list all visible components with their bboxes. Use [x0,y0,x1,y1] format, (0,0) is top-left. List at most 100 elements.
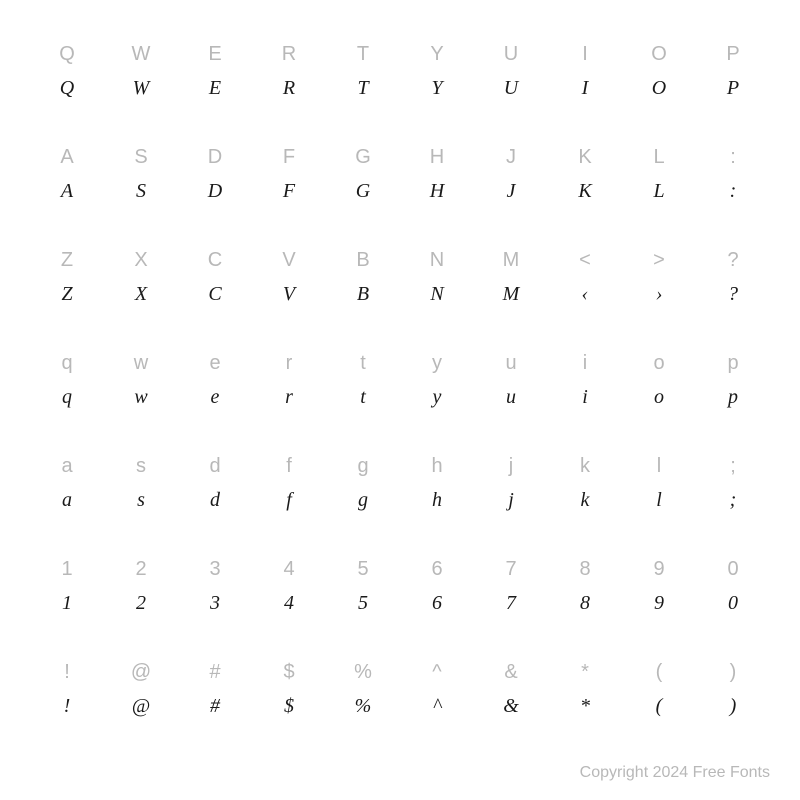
char-cell: UU [474,20,548,123]
sample-character: › [656,284,663,304]
char-cell: qq [30,329,104,432]
sample-character: r [285,387,293,407]
char-cell: dd [178,431,252,534]
reference-character: K [578,147,591,167]
reference-character: N [430,250,444,270]
reference-character: a [61,456,72,476]
sample-character: i [582,387,588,407]
sample-character: e [211,387,220,407]
char-cell: pp [696,329,770,432]
sample-character: * [580,696,590,716]
char-cell: @@ [104,637,178,740]
sample-character: 4 [284,593,294,613]
char-cell: 77 [474,534,548,637]
reference-character: h [431,456,442,476]
reference-character: 9 [653,559,664,579]
sample-character: K [578,181,591,201]
reference-character: : [730,147,736,167]
reference-character: G [355,147,371,167]
char-cell: OO [622,20,696,123]
sample-character: 3 [210,593,220,613]
reference-character: k [580,456,590,476]
reference-character: > [653,250,665,270]
reference-character: < [579,250,591,270]
char-cell: SS [104,123,178,226]
sample-character: 1 [62,593,72,613]
sample-character: S [136,181,146,201]
sample-character: T [357,78,368,98]
sample-character: Q [60,78,74,98]
char-cell: ll [622,431,696,534]
reference-character: w [134,353,148,373]
sample-character: 8 [580,593,590,613]
char-cell: XX [104,226,178,329]
reference-character: B [356,250,369,270]
sample-character: E [209,78,221,98]
char-cell: <‹ [548,226,622,329]
char-cell: BB [326,226,400,329]
char-cell: $$ [252,637,326,740]
copyright-text: Copyright 2024 Free Fonts [580,764,770,782]
char-cell: AA [30,123,104,226]
sample-character: U [504,78,518,98]
sample-character: R [283,78,295,98]
sample-character: ? [728,284,738,304]
reference-character: g [357,456,368,476]
char-cell: uu [474,329,548,432]
sample-character: J [507,181,516,201]
reference-character: ^ [432,662,441,682]
sample-character: W [133,78,150,98]
char-cell: KK [548,123,622,226]
char-cell: 55 [326,534,400,637]
sample-character: 0 [728,593,738,613]
char-cell: LL [622,123,696,226]
reference-character: Q [59,44,75,64]
reference-character: Z [61,250,73,270]
sample-character: X [135,284,147,304]
sample-character: 2 [136,593,146,613]
reference-character: 2 [135,559,146,579]
char-cell: rr [252,329,326,432]
sample-character: ‹ [582,284,589,304]
sample-character: s [137,490,145,510]
char-cell: ## [178,637,252,740]
sample-character: 5 [358,593,368,613]
char-cell: NN [400,226,474,329]
reference-character: e [209,353,220,373]
char-cell: 00 [696,534,770,637]
sample-character: o [654,387,664,407]
char-cell: ss [104,431,178,534]
reference-character: Y [430,44,443,64]
reference-character: ( [656,662,663,682]
reference-character: S [134,147,147,167]
char-cell: 66 [400,534,474,637]
char-cell: 44 [252,534,326,637]
sample-character: O [652,78,666,98]
sample-character: h [432,490,442,510]
char-cell: && [474,637,548,740]
sample-character: 7 [506,593,516,613]
char-cell: ?? [696,226,770,329]
reference-character: & [504,662,517,682]
reference-character: * [581,662,589,682]
reference-character: 1 [61,559,72,579]
reference-character: U [504,44,518,64]
char-cell: :: [696,123,770,226]
reference-character: V [282,250,295,270]
sample-character: & [503,696,519,716]
char-cell: TT [326,20,400,123]
sample-character: ! [64,696,71,716]
reference-character: R [282,44,296,64]
char-cell: VV [252,226,326,329]
sample-character: B [357,284,369,304]
reference-character: A [60,147,73,167]
char-cell: CC [178,226,252,329]
reference-character: ) [730,662,737,682]
char-cell: kk [548,431,622,534]
reference-character: t [360,353,366,373]
reference-character: H [430,147,444,167]
sample-character: j [508,490,514,510]
char-cell: DD [178,123,252,226]
sample-character: w [134,387,147,407]
char-cell: ww [104,329,178,432]
